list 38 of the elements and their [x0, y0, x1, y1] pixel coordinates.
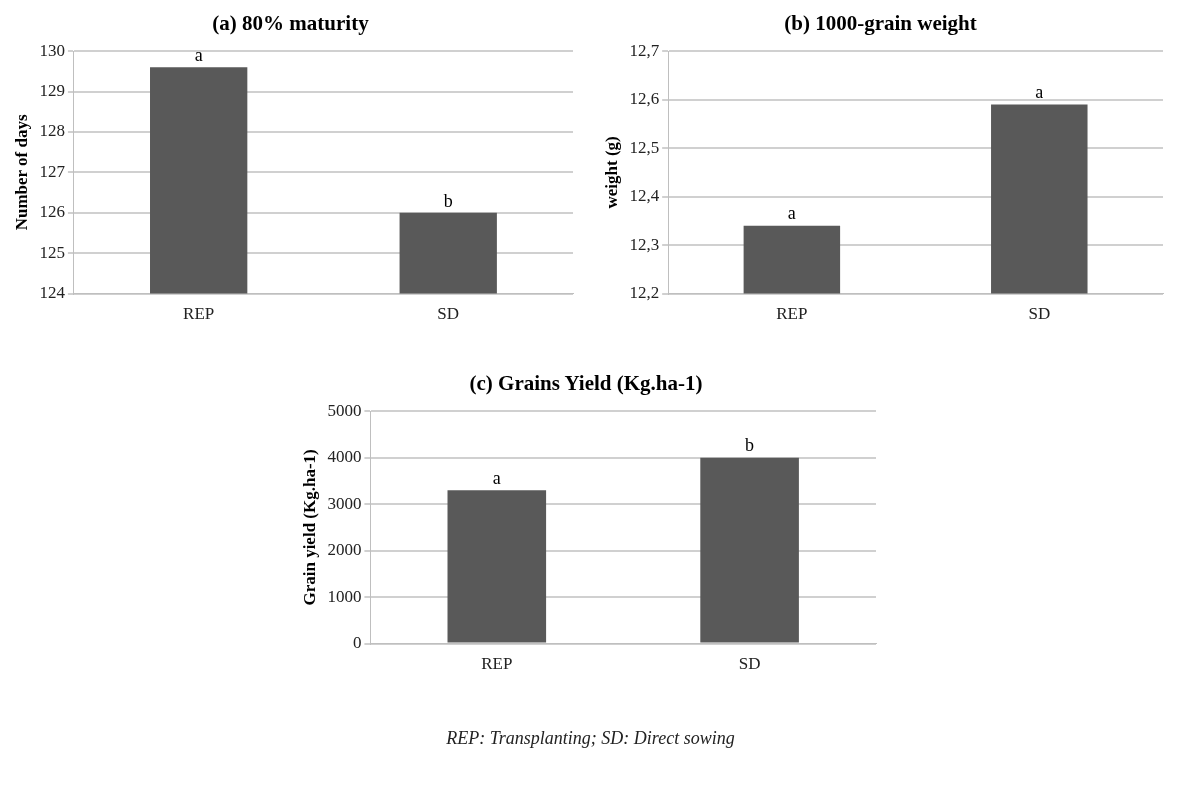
x-tick-label: REP — [183, 304, 215, 324]
y-tick-label: 12,3 — [629, 234, 660, 254]
x-tick-label: SD — [437, 304, 460, 324]
y-tick-label: 1000 — [326, 586, 361, 606]
y-tick-label: 2000 — [326, 540, 361, 560]
y-tick-label: 4000 — [326, 447, 361, 467]
y-tick-label: 124 — [39, 283, 66, 303]
y-axis-title: Grain yield (Kg.ha-1) — [299, 449, 319, 606]
annotation: a — [1035, 82, 1044, 103]
x-tick-label: SD — [738, 654, 760, 674]
y-axis-title: weight (g) — [601, 136, 621, 209]
y-tick-label: 12,4 — [629, 186, 660, 206]
y-tick-label: 0 — [352, 633, 361, 653]
x-tick-label: REP — [480, 654, 512, 674]
y-tick-label: 125 — [39, 242, 65, 262]
y-axis-title: Number of days — [11, 114, 31, 231]
text: REP: Transplanting; SD: Direct sowing — [446, 728, 735, 749]
y-tick-label: 130 — [39, 40, 65, 60]
chart-title: (b) 1000-grain weight — [784, 11, 977, 36]
y-tick-label: 12,5 — [629, 137, 660, 157]
y-tick-label: 127 — [39, 161, 66, 181]
annotation: b — [744, 435, 754, 456]
y-tick-label: 12,7 — [629, 40, 660, 60]
x-tick-label: REP — [776, 304, 808, 324]
x-tick-label: SD — [1028, 304, 1051, 324]
annotation: b — [443, 190, 453, 211]
y-tick-label: 5000 — [326, 400, 361, 420]
y-tick-label: 12,2 — [629, 283, 660, 303]
y-tick-label: 129 — [39, 81, 65, 101]
chart-title: (c) Grains Yield (Kg.ha-1) — [469, 371, 702, 396]
chart-title: (a) 80% maturity — [212, 11, 370, 36]
annotation: a — [194, 45, 203, 66]
y-tick-label: 128 — [39, 121, 65, 141]
y-tick-label: 3000 — [326, 493, 361, 513]
y-tick-label: 126 — [39, 202, 65, 222]
annotation: a — [787, 203, 796, 224]
y-tick-label: 12,6 — [629, 89, 660, 109]
annotation: a — [492, 467, 501, 488]
